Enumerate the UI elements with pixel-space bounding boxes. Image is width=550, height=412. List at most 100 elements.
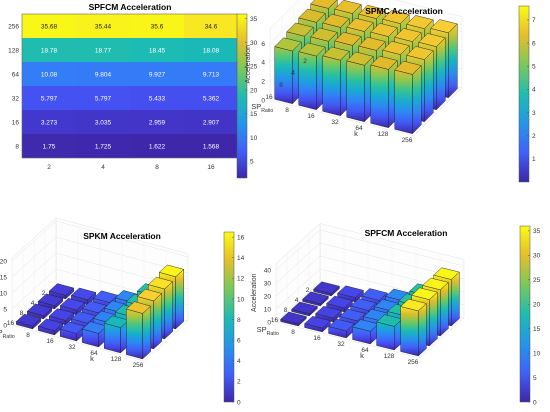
bar3d-3-z-tick: 20	[264, 293, 272, 300]
heatmap-cell	[76, 134, 130, 158]
bar3d-1-z-tick: 6	[261, 41, 265, 48]
heatmap-cell	[76, 86, 130, 110]
cb-3-colorbar-label: 10	[533, 350, 541, 357]
cb-2-colorbar-label: 14	[237, 255, 245, 262]
heatmap-y-tick: 16	[12, 119, 20, 126]
bar3d-1-bar-top	[322, 46, 350, 61]
bar3d-3-bar-top	[422, 277, 449, 291]
bar3d-2-bar-top	[92, 290, 119, 303]
bar3d-2-bar-top	[37, 293, 64, 306]
cb-1-colorbar	[518, 5, 530, 183]
bar3d-1-k-tick: 64	[355, 125, 363, 132]
heatmap-y-tick: 128	[8, 47, 19, 54]
heatmap-cell-label: 1.622	[149, 144, 166, 151]
bar3d-3-k-tick: 8	[291, 329, 295, 336]
bar3d-1-sp-tick: 8	[279, 82, 283, 89]
bar3d-1-bar-top	[358, 4, 386, 19]
bar3d-1-k-tick: 128	[378, 131, 389, 138]
bar3d-2-bar-top	[70, 287, 97, 301]
heatmap-title: SPFCM Acceleration	[89, 2, 172, 12]
bar3d-2-bar-top	[37, 318, 64, 332]
cb-0-colorbar-label: 10	[250, 135, 258, 142]
bar3d-1-bar-top	[286, 22, 314, 37]
bar3d-2-sp-tick: 8	[20, 310, 24, 317]
heatmap-cell-label: 3.273	[41, 120, 58, 127]
bar3d-3-k-tick: 128	[384, 353, 395, 360]
cb-2-colorbar-label: 4	[237, 358, 241, 365]
heatmap-x-tick: 4	[101, 164, 105, 171]
cb-2-colorbar-label: 16	[237, 234, 245, 241]
bar3d-2-bar-top	[48, 308, 75, 321]
cb-1-colorbar-label: 4	[532, 87, 536, 94]
heatmap-y-tick: 8	[15, 143, 19, 150]
bar3d-2-k-tick: 128	[111, 356, 122, 363]
cb-3-colorbar-label: 25	[533, 277, 541, 284]
bar3d-2-z-tick: 15	[0, 274, 7, 281]
bar3d-1-bar-top	[406, 15, 434, 29]
heatmap-cell	[76, 14, 130, 38]
bar3d-3-bar-top	[400, 298, 427, 312]
bar3d-2-bar-side	[153, 292, 162, 350]
heatmap-cell-label: 5.797	[41, 96, 58, 103]
bar3d-3-bar-top	[326, 295, 353, 309]
heatmap-y-tick: 32	[12, 95, 20, 102]
heatmap-cell-label: 1.75	[43, 144, 56, 151]
cb-2-colorbar-label: 0	[237, 399, 241, 406]
bar3d-1-bar-top	[274, 37, 302, 52]
bar3d-2-k-tick: 8	[26, 332, 30, 339]
bar3d-2-bar-top	[48, 283, 75, 296]
heatmap-cell-label: 34.6	[205, 24, 218, 31]
heatmap-cell	[130, 86, 184, 110]
heatmap-cell	[184, 134, 238, 158]
heatmap-cell	[22, 110, 76, 134]
cb-3-colorbar-label: 35	[533, 228, 541, 235]
bar3d-1-bar-top	[310, 27, 338, 42]
bar3d-2-z-tick: 20	[0, 258, 7, 265]
cb-0-colorbar-label: 20	[250, 87, 258, 94]
bar3d-1-sp-label: SP	[251, 102, 261, 111]
bar3d-1-z-tick: 2	[261, 79, 265, 86]
bar3d-2-bar-side	[175, 268, 184, 330]
bar3d-1-k-tick: 256	[402, 137, 413, 144]
heatmap-x-tick: 2	[47, 164, 51, 171]
bar3d-2-k-tick: 32	[68, 344, 76, 351]
bar3d-3-k-tick: 64	[361, 347, 369, 354]
bar3d-1-bar-side	[424, 50, 434, 123]
bar3d-2-bar-top	[26, 303, 53, 316]
heatmap-cell-label: 9.804	[95, 72, 112, 79]
bar3d-3-k-tick: 256	[408, 359, 419, 366]
bar3d-1-bar-top	[370, 22, 398, 37]
cb-0-colorbar-label: 30	[250, 40, 258, 47]
bar3d-3-sp-tick: 8	[284, 307, 288, 314]
bar3d-3-z-tick: 0	[267, 319, 271, 326]
bar3d-3-bar-side	[429, 291, 438, 347]
heatmap-cell-label: 18.77	[95, 48, 112, 55]
bar3d-1-sp-tick: 4	[291, 70, 295, 77]
bar3d-3-bar-top	[376, 314, 403, 327]
bar3d-1-k-tick: 32	[331, 119, 339, 126]
bar3d-2-sp-tick: 2	[42, 290, 46, 297]
bar3d-3-bar-top	[352, 319, 379, 332]
heatmap-cell	[130, 14, 184, 38]
cb-2-colorbar-label: 8	[237, 317, 241, 324]
bar3d-1-bar-front	[274, 46, 293, 104]
bar3d-1-z-label: Acceleration	[245, 45, 252, 84]
bar3d-2-bar-top	[70, 311, 97, 324]
bar3d-3-bar-top	[291, 301, 318, 315]
cb-2-colorbar-label: 2	[237, 379, 241, 386]
bar3d-2-bar-top	[125, 301, 152, 314]
heatmap-cell-label: 1.568	[203, 144, 220, 151]
bar3d-1-bar-top	[322, 13, 350, 28]
bar3d-3-bar-top	[280, 311, 307, 325]
bar3d-1-k-tick: 16	[307, 113, 315, 120]
bar3d-3-bar-side	[418, 302, 427, 357]
bar3d-3-bar-top	[361, 288, 388, 301]
bar3d-3-bar-front	[376, 321, 395, 351]
bar3d-2-bar-top	[59, 321, 86, 334]
heatmap-cell-label: 9.927	[149, 72, 166, 79]
bar3d-1-sp-tick: 2	[303, 58, 307, 65]
bar3d-2-bar-top	[136, 288, 163, 302]
bar3d-2-bar-top	[147, 276, 174, 290]
bar3d-3-title: SPFCM Acceleration	[365, 228, 448, 238]
bar3d-2-sp-tick: 16	[7, 320, 15, 327]
